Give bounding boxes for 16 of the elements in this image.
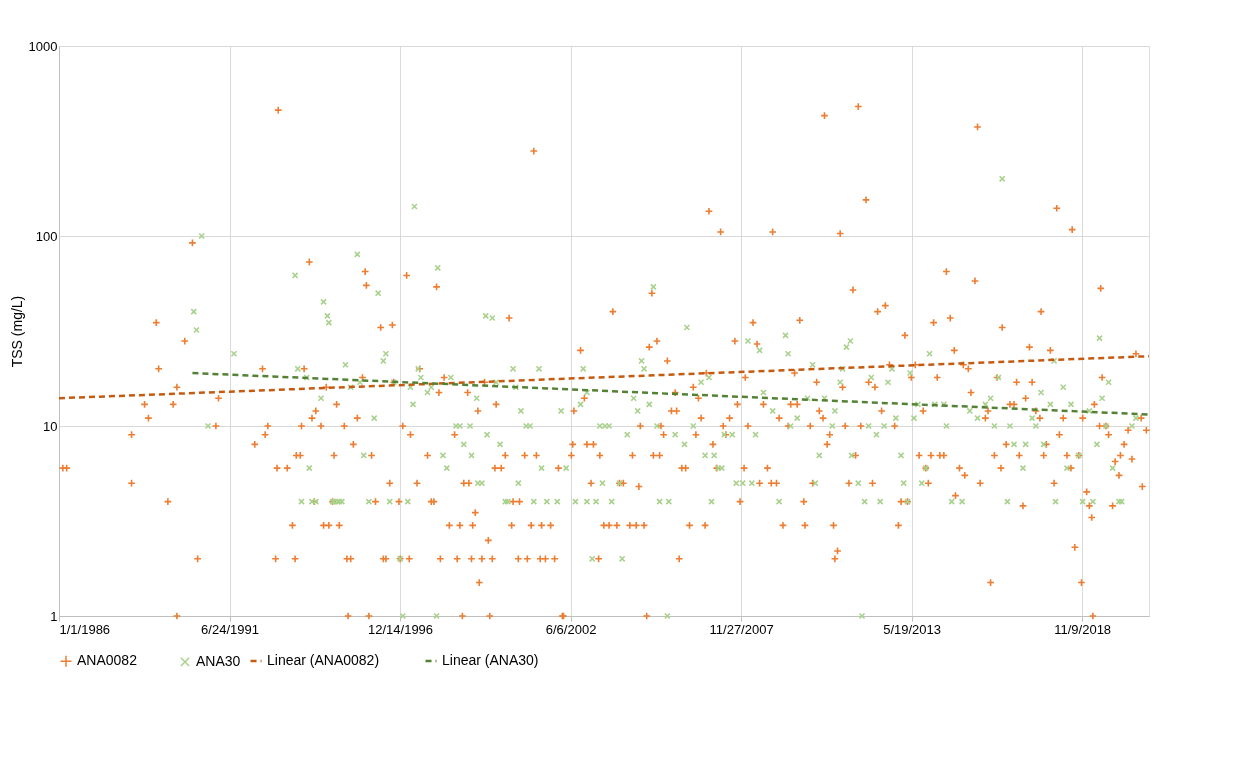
y-axis-title: TSS (mg/L)	[8, 295, 25, 368]
x-tick-label: 11/9/2018	[1054, 621, 1112, 637]
x-tick-label: 11/27/2007	[709, 621, 774, 637]
legend-label: Linear (ANA30)	[442, 652, 539, 668]
y-tick-label: 10	[43, 418, 58, 434]
legend-label: ANA30	[196, 652, 241, 669]
x-tick-label: 6/6/2002	[545, 621, 597, 637]
x-tick-label: 12/14/1996	[368, 621, 434, 637]
x-tick-label: 1/1/1986	[59, 621, 111, 637]
y-tick-label: 1000	[28, 38, 58, 54]
x-tick-label: 6/24/1991	[201, 621, 259, 637]
y-tick-label: 1	[50, 608, 58, 624]
legend-label: ANA0082	[77, 652, 138, 669]
x-tick-label: 5/19/2013	[883, 621, 942, 637]
legend-label: Linear (ANA0082)	[267, 652, 380, 668]
y-tick-label: 100	[35, 228, 58, 244]
